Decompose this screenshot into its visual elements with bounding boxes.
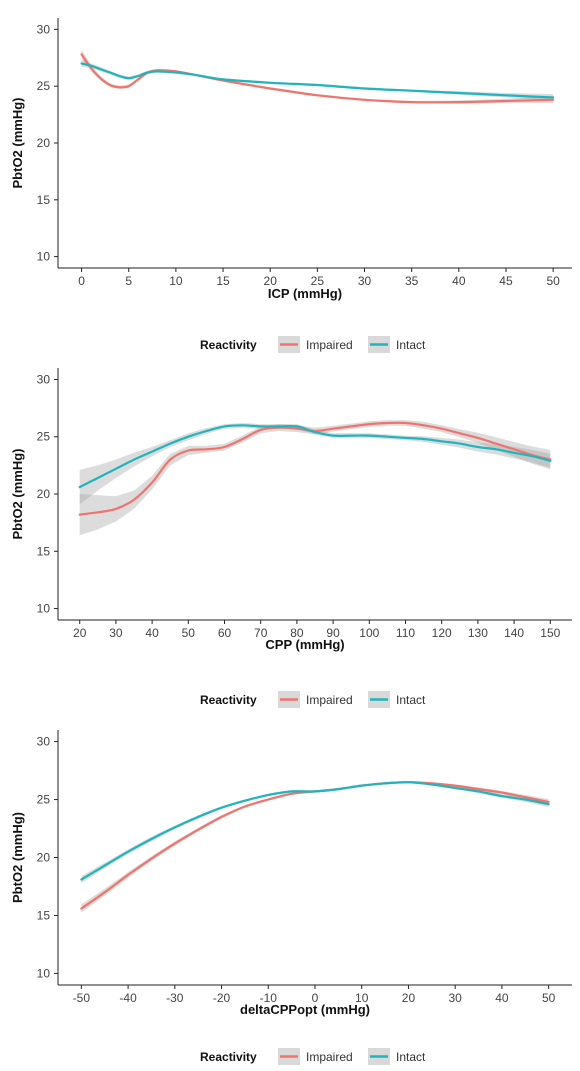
x-tick-label: 30 xyxy=(109,626,123,640)
y-tick-label: 10 xyxy=(37,602,51,616)
y-tick-label: 30 xyxy=(37,372,51,386)
y-tick-label: 20 xyxy=(37,487,51,501)
y-tick-label: 25 xyxy=(37,430,51,444)
x-tick-label: 130 xyxy=(468,626,488,640)
x-tick-label: 40 xyxy=(452,274,466,288)
y-tick-label: 30 xyxy=(37,22,51,36)
y-tick-label: 15 xyxy=(37,908,51,922)
legend-label-intact: Intact xyxy=(396,693,426,707)
y-axis-title: PbtO2 (mmHg) xyxy=(10,98,25,189)
x-tick-label: 25 xyxy=(311,274,325,288)
legend: Reactivity Impaired Intact xyxy=(200,336,426,353)
confidence-band-intact xyxy=(81,781,549,883)
x-tick-label: 80 xyxy=(290,626,304,640)
x-tick-label: 50 xyxy=(542,991,556,1005)
x-tick-label: 5 xyxy=(125,274,132,288)
x-tick-label: 30 xyxy=(449,991,463,1005)
x-tick-label: 45 xyxy=(499,274,513,288)
x-tick-label: 110 xyxy=(396,626,415,640)
series-line-intact xyxy=(80,62,555,99)
x-tick-label: 0 xyxy=(312,991,319,1005)
y-tick-label: 30 xyxy=(37,735,51,749)
y-axis-title: PbtO2 (mmHg) xyxy=(10,449,25,540)
legend-label-impaired: Impaired xyxy=(306,1050,353,1064)
y-tick-label: 10 xyxy=(37,966,51,980)
x-tick-label: 0 xyxy=(78,274,85,288)
x-tick-label: 90 xyxy=(326,626,340,640)
x-tick-label: 15 xyxy=(216,274,230,288)
y-tick-label: 25 xyxy=(37,79,51,93)
x-tick-label: 10 xyxy=(355,991,369,1005)
x-tick-label: 120 xyxy=(432,626,452,640)
legend-label-intact: Intact xyxy=(396,1050,426,1064)
legend-label-impaired: Impaired xyxy=(306,693,353,707)
x-tick-label: 20 xyxy=(264,274,278,288)
x-axis-title: CPP (mmHg) xyxy=(265,637,344,652)
legend-label-intact: Intact xyxy=(396,338,426,352)
series-line-intact xyxy=(80,781,550,881)
x-tick-label: 50 xyxy=(546,274,560,288)
y-tick-label: 20 xyxy=(37,136,51,150)
x-tick-label: 50 xyxy=(182,626,196,640)
x-tick-label: 20 xyxy=(402,991,416,1005)
legend-title: Reactivity xyxy=(200,1050,257,1064)
x-axis-title: deltaCPPopt (mmHg) xyxy=(240,1002,370,1017)
x-tick-label: 70 xyxy=(254,626,268,640)
series-line-intact xyxy=(78,424,552,489)
x-tick-label: 10 xyxy=(169,274,183,288)
y-tick-label: 25 xyxy=(37,793,51,807)
x-tick-label: -10 xyxy=(260,991,278,1005)
y-axis-title: PbtO2 (mmHg) xyxy=(10,812,25,903)
y-tick-label: 10 xyxy=(37,250,51,264)
legend-label-impaired: Impaired xyxy=(306,338,353,352)
x-tick-label: 140 xyxy=(504,626,524,640)
x-tick-label: 40 xyxy=(495,991,509,1005)
y-tick-label: 15 xyxy=(37,544,51,558)
confidence-band-impaired xyxy=(81,781,549,913)
series-line-impaired xyxy=(80,781,550,910)
x-tick-label: 40 xyxy=(145,626,159,640)
x-tick-label: 20 xyxy=(73,626,87,640)
x-tick-label: 100 xyxy=(359,626,379,640)
chart-panel-3: 10 15 20 25 30 -50 -40 -30 -20 -10 0 10 20 30 40 50 delt… xyxy=(10,730,572,1065)
chart-panel-2: 10 15 20 25 30 20 30 40 50 60 70 80 90 100 110 120 130 14… xyxy=(10,368,572,708)
chart-panel-1: 10 15 20 25 30 0 5 10 15 20 25 30 35 40 45 50 ICP (mmHg)… xyxy=(10,18,572,353)
legend: Reactivity Impaired Intact xyxy=(200,1048,426,1065)
x-tick-label: 30 xyxy=(358,274,372,288)
x-tick-label: 150 xyxy=(540,626,560,640)
x-tick-label: -40 xyxy=(119,991,137,1005)
x-tick-label: -30 xyxy=(166,991,184,1005)
legend-title: Reactivity xyxy=(200,338,257,352)
x-tick-label: -20 xyxy=(213,991,231,1005)
y-tick-label: 20 xyxy=(37,851,51,865)
x-tick-label: 35 xyxy=(405,274,419,288)
x-axis-title: ICP (mmHg) xyxy=(268,286,342,301)
x-tick-label: 60 xyxy=(218,626,232,640)
x-tick-label: -50 xyxy=(73,991,91,1005)
y-tick-label: 15 xyxy=(37,193,51,207)
legend: Reactivity Impaired Intact xyxy=(200,691,426,708)
legend-title: Reactivity xyxy=(200,693,257,707)
